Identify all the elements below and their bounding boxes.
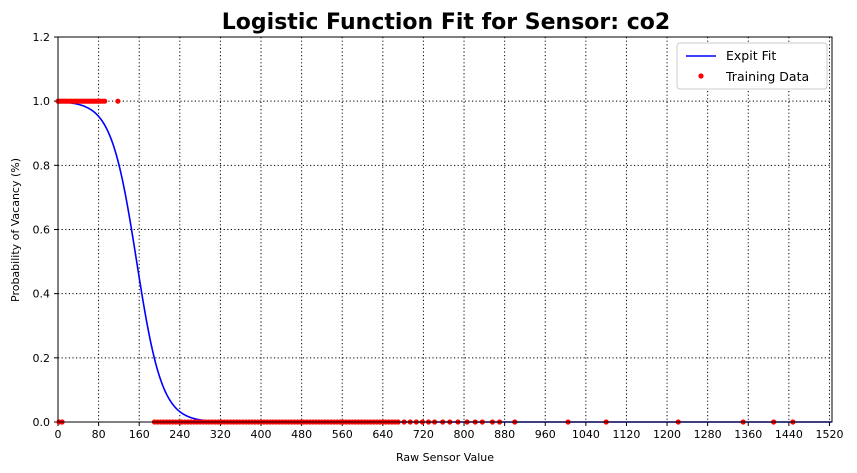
y-tick-label: 0.2: [33, 352, 51, 365]
x-tick-label: 880: [494, 428, 515, 441]
x-tick-label: 720: [413, 428, 434, 441]
plot-area: [55, 98, 832, 425]
x-tick-label: 1520: [815, 428, 843, 441]
legend-training-data-label: Training Data: [725, 69, 809, 84]
y-tick-label: 0.6: [33, 224, 51, 237]
x-tick-label: 1040: [572, 428, 600, 441]
x-tick-label: 1440: [775, 428, 803, 441]
x-tick-label: 480: [291, 428, 312, 441]
x-tick-label: 1280: [694, 428, 722, 441]
y-tick-label: 0.8: [33, 159, 51, 172]
x-tick-label: 560: [332, 428, 353, 441]
y-tick-label: 0.4: [33, 288, 51, 301]
x-tick-label: 960: [535, 428, 556, 441]
legend-training-data-swatch: [698, 73, 704, 79]
x-tick-label: 1360: [734, 428, 762, 441]
legend-box: [676, 42, 828, 90]
legend: Expit Fit Training Data: [676, 42, 828, 90]
legend-expit-fit-label: Expit Fit: [726, 48, 776, 63]
x-axis-ticks: 0 80 160 240 320 400 480 560 640 720 800 880 960 1040…: [55, 422, 843, 441]
y-tick-label: 1.2: [33, 31, 51, 44]
plot-frame: [57, 36, 833, 423]
x-tick-label: 80: [92, 428, 106, 441]
x-tick-label: 400: [251, 428, 272, 441]
data-point: [102, 98, 108, 104]
series-training-data-points: [55, 98, 796, 425]
y-axis-ticks: 0.0 0.2 0.4 0.6 0.8 1.0 1.2: [33, 31, 58, 429]
y-axis-label: Probability of Vacancy (%): [9, 158, 22, 302]
x-tick-label: 240: [169, 428, 190, 441]
chart-title: Logistic Function Fit for Sensor: co2: [222, 10, 670, 35]
x-tick-label: 1120: [612, 428, 640, 441]
x-axis-label: Raw Sensor Value: [396, 451, 494, 464]
y-tick-label: 0.0: [33, 416, 51, 429]
grid: [57, 36, 832, 423]
data-point: [115, 98, 121, 104]
x-tick-label: 1200: [653, 428, 681, 441]
x-tick-label: 640: [372, 428, 393, 441]
x-tick-label: 0: [55, 428, 62, 441]
x-tick-label: 320: [210, 428, 231, 441]
x-tick-label: 160: [129, 428, 150, 441]
x-tick-label: 800: [454, 428, 475, 441]
y-tick-label: 1.0: [33, 95, 51, 108]
series-expit-fit-line: [57, 101, 832, 423]
